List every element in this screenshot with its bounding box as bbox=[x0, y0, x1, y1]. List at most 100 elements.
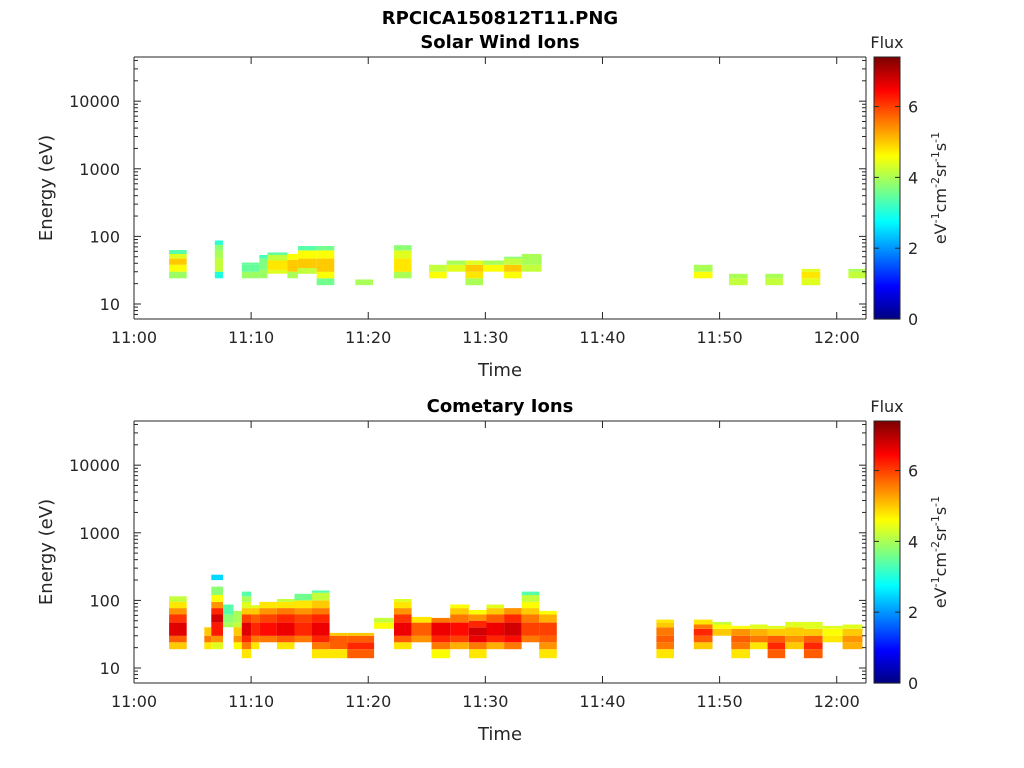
heatmap-cell bbox=[803, 642, 823, 650]
colorbar-segment bbox=[874, 196, 900, 199]
x-tick-label: 11:10 bbox=[228, 328, 274, 347]
colorbar-segment bbox=[874, 61, 900, 64]
colorbar-segment bbox=[874, 498, 900, 502]
colorbar-segment bbox=[874, 77, 900, 81]
colorbar-segment bbox=[874, 599, 900, 602]
colorbar-segment bbox=[874, 515, 900, 518]
x-tick-label: 11:20 bbox=[345, 328, 391, 347]
heatmap-cell bbox=[259, 635, 277, 643]
heatmap-cell bbox=[169, 596, 187, 602]
colorbar-segment bbox=[874, 678, 900, 682]
colorbar-segment bbox=[874, 662, 900, 666]
heatmap-cell bbox=[712, 628, 732, 636]
colorbar-segment bbox=[874, 486, 900, 490]
colorbar-segment bbox=[874, 233, 900, 236]
colorbar-segment bbox=[874, 558, 900, 561]
colorbar-segment bbox=[874, 192, 900, 195]
heatmap-cell bbox=[450, 604, 469, 609]
colorbar-segment bbox=[874, 562, 900, 565]
colorbar-segment bbox=[874, 157, 900, 160]
colorbar-segment bbox=[874, 306, 900, 310]
colorbar-segment bbox=[874, 265, 900, 269]
colorbar-segment bbox=[874, 527, 900, 531]
colorbar-segment bbox=[874, 582, 900, 586]
heatmap-cell bbox=[394, 250, 412, 259]
colorbar-segment bbox=[874, 267, 900, 271]
heatmap-cell bbox=[223, 614, 234, 623]
colorbar-segment bbox=[874, 210, 900, 214]
x-tick-label: 11:40 bbox=[579, 692, 625, 711]
y-tick-label: 10000 bbox=[69, 92, 120, 111]
heatmap-cell bbox=[347, 649, 375, 659]
heatmap-cell bbox=[539, 649, 557, 659]
colorbar-segment bbox=[874, 429, 900, 432]
colorbar-segment bbox=[874, 441, 900, 445]
colorbar-segment bbox=[874, 421, 900, 424]
colorbar-segment bbox=[874, 79, 900, 83]
heatmap-cell bbox=[241, 596, 252, 602]
colorbar-segment bbox=[874, 224, 900, 228]
heatmap-cell bbox=[347, 632, 375, 636]
colorbar-segment bbox=[874, 108, 900, 111]
heatmap-cell bbox=[211, 574, 223, 581]
heatmap-cell bbox=[469, 627, 487, 636]
colorbar-segment bbox=[874, 259, 900, 263]
heatmap-cell bbox=[316, 250, 335, 259]
colorbar-segment bbox=[874, 314, 900, 318]
heatmap-cell bbox=[214, 258, 223, 272]
heatmap-cell bbox=[656, 622, 674, 628]
colorbar-title: Flux bbox=[870, 397, 903, 416]
colorbar-segment bbox=[874, 664, 900, 668]
heatmap-cell bbox=[294, 622, 313, 636]
heatmap-cell bbox=[312, 600, 330, 609]
unit-base: cm bbox=[931, 552, 950, 576]
heatmap-cell bbox=[329, 649, 348, 659]
heatmap-cell bbox=[374, 622, 394, 629]
plot-area bbox=[134, 57, 866, 319]
colorbar-segment bbox=[874, 427, 900, 430]
heatmap-cell bbox=[465, 260, 483, 265]
heatmap-cell bbox=[712, 621, 732, 625]
heatmap-cell bbox=[169, 635, 187, 643]
heatmap-cell bbox=[465, 264, 483, 272]
colorbar-segment bbox=[874, 290, 900, 293]
colorbar-segment bbox=[874, 627, 900, 631]
heatmap-cell bbox=[693, 624, 713, 629]
heatmap-cell bbox=[211, 614, 223, 623]
colorbar-tick-label: 6 bbox=[908, 462, 918, 481]
heatmap-cell bbox=[539, 614, 557, 623]
heatmap-cell bbox=[214, 271, 223, 279]
heatmap-cell bbox=[169, 253, 187, 259]
colorbar-segment bbox=[874, 619, 900, 623]
colorbar-segment bbox=[874, 288, 900, 291]
heatmap-cell bbox=[267, 269, 288, 274]
colorbar-segment bbox=[874, 308, 900, 312]
colorbar-segment bbox=[874, 455, 900, 459]
colorbar-segment bbox=[874, 529, 900, 533]
colorbar-segment bbox=[874, 453, 900, 457]
heatmap-cell bbox=[656, 642, 674, 650]
y-tick-label: 1000 bbox=[79, 524, 120, 543]
heatmap-cell bbox=[169, 250, 187, 254]
colorbar-segment bbox=[874, 552, 900, 555]
heatmap-cell bbox=[539, 635, 557, 643]
x-tick-label: 11:50 bbox=[697, 328, 743, 347]
heatmap-cell bbox=[521, 591, 540, 596]
colorbar-segment bbox=[874, 650, 900, 653]
heatmap-cell bbox=[394, 258, 412, 272]
heatmap-cell bbox=[469, 614, 487, 621]
colorbar-segment bbox=[874, 556, 900, 559]
heatmap-cell bbox=[801, 268, 821, 272]
colorbar-segment bbox=[874, 523, 900, 526]
colorbar-segment bbox=[874, 576, 900, 580]
colorbar-segment bbox=[874, 509, 900, 512]
colorbar-segment bbox=[874, 554, 900, 557]
colorbar-segment bbox=[874, 623, 900, 627]
colorbar-tick-label: 4 bbox=[908, 532, 918, 551]
colorbar-segment bbox=[874, 118, 900, 122]
colorbar-segment bbox=[874, 138, 900, 142]
colorbar-segment bbox=[874, 646, 900, 649]
colorbar-segment bbox=[874, 282, 900, 285]
